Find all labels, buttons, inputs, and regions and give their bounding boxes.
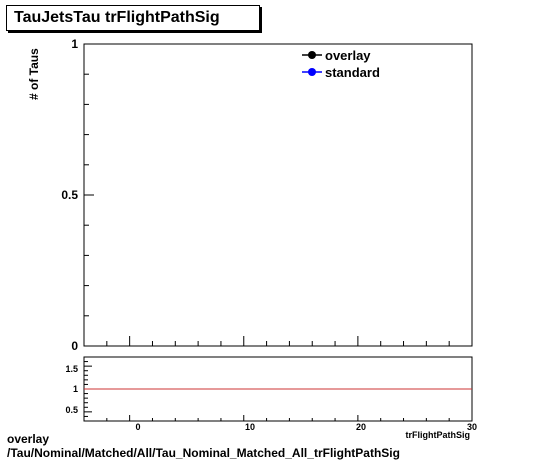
legend-label-standard: standard: [325, 65, 380, 80]
x-axis-label: trFlightPathSig: [406, 430, 471, 440]
main-y-tick-label-1: 1: [71, 37, 78, 51]
ratio-x-tick-label-30: 30: [467, 422, 477, 432]
chart-title-box: TauJetsTau trFlightPathSig: [6, 5, 260, 31]
ratio-y-tick-label-1: 1: [73, 384, 78, 394]
ratio-x-tick-label-10: 10: [245, 422, 255, 432]
ratio-x-ticks: [83, 415, 473, 421]
footer-line-1: overlay: [7, 432, 50, 446]
chart-title: TauJetsTau trFlightPathSig: [14, 9, 220, 26]
main-y-ticks: [84, 43, 94, 347]
y-axis-label: # of Taus: [27, 48, 41, 100]
legend-marker-overlay: [308, 51, 316, 59]
legend-label-overlay: overlay: [325, 48, 371, 63]
legend: overlay standard: [302, 48, 380, 80]
ratio-x-tick-label-20: 20: [356, 422, 366, 432]
main-plot-frame: [83, 43, 473, 347]
footer-line-2: /Tau/Nominal/Matched/All/Tau_Nominal_Mat…: [7, 446, 400, 460]
main-y-tick-label-0: 0: [71, 339, 78, 353]
ratio-y-tick-label-05: 0.5: [65, 405, 78, 415]
ratio-y-tick-label-15: 1.5: [65, 364, 78, 374]
main-y-tick-label-05: 0.5: [61, 188, 78, 202]
main-x-ticks: [83, 336, 473, 346]
ratio-x-tick-label-0: 0: [135, 422, 140, 432]
legend-marker-standard: [308, 68, 316, 76]
